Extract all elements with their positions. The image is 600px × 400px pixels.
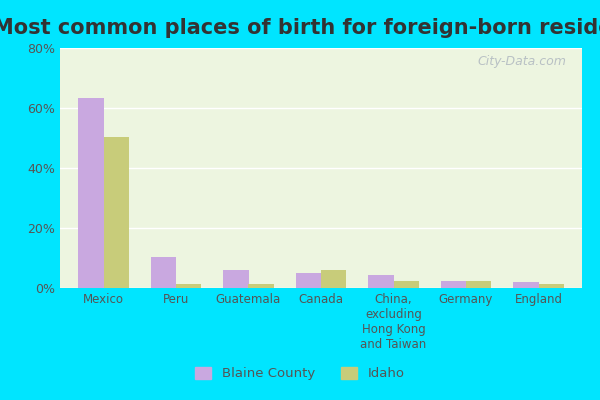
Title: Most common places of birth for foreign-born residents: Most common places of birth for foreign-… <box>0 18 600 38</box>
Bar <box>321 270 346 288</box>
Bar <box>466 280 491 288</box>
Bar <box>368 274 394 288</box>
Bar <box>78 98 104 288</box>
Bar <box>394 280 419 288</box>
Text: City-Data.com: City-Data.com <box>478 55 566 68</box>
Bar <box>151 256 176 288</box>
Bar <box>539 284 564 288</box>
Bar <box>440 280 466 288</box>
Legend: Blaine County, Idaho: Blaine County, Idaho <box>190 362 410 386</box>
Bar <box>513 282 539 288</box>
Bar <box>104 136 129 288</box>
Bar <box>248 284 274 288</box>
Bar <box>223 270 248 288</box>
Bar <box>296 273 321 288</box>
Bar <box>176 284 202 288</box>
